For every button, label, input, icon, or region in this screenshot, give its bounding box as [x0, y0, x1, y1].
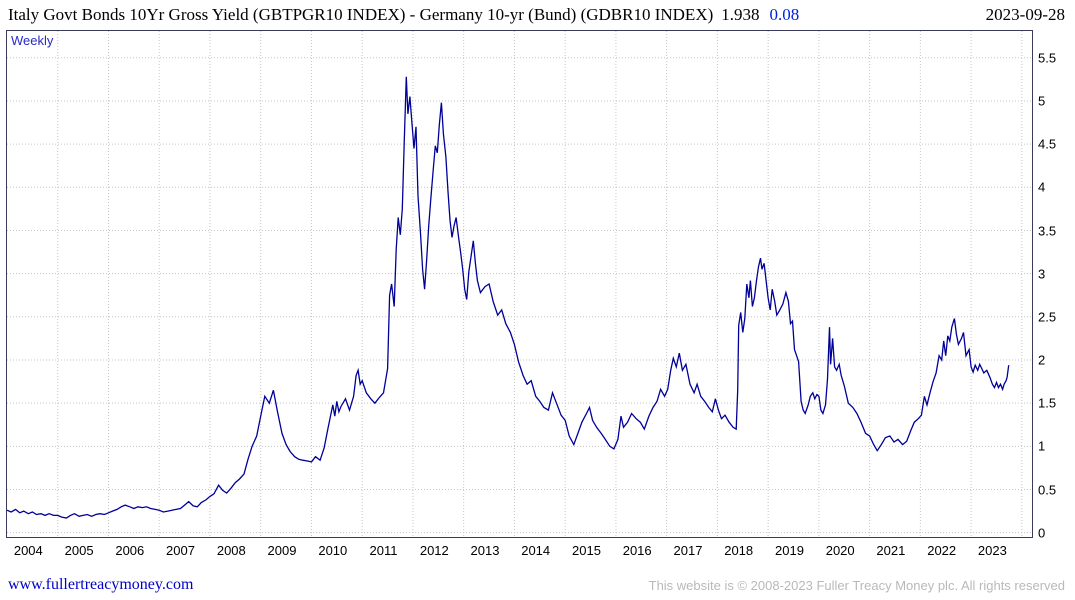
x-axis-label: 2016 — [622, 543, 652, 558]
spread-series-line — [7, 76, 1010, 519]
x-axis-label: 2013 — [470, 543, 500, 558]
x-axis-label: 2023 — [977, 543, 1007, 558]
x-axis-label: 2017 — [673, 543, 703, 558]
y-axis-label: 5 — [1038, 93, 1046, 109]
chart-header: Italy Govt Bonds 10Yr Gross Yield (GBTPG… — [0, 0, 1075, 30]
chart-plot-area[interactable]: Weekly — [6, 30, 1033, 538]
x-axis-label: 2007 — [166, 543, 195, 558]
x-axis-label: 2009 — [267, 543, 297, 558]
y-axis-label: 2.5 — [1038, 309, 1057, 325]
y-axis-label: 0.5 — [1038, 482, 1057, 497]
y-axis-label: 4 — [1038, 179, 1046, 195]
x-axis-label: 2018 — [724, 543, 754, 558]
price-line-chart[interactable] — [7, 31, 1032, 537]
x-axis-label: 2014 — [521, 543, 551, 558]
quote-date: 2023-09-28 — [985, 5, 1065, 24]
site-link[interactable]: www.fullertreacymoney.com — [8, 576, 194, 593]
y-axis: 0 0.5 1 1.5 2 2.5 3 3.5 4 4.5 5 5.5 — [1038, 31, 1074, 541]
x-axis-label: 2006 — [115, 543, 145, 558]
x-axis-label: 2010 — [318, 543, 348, 558]
x-axis-label: 2005 — [64, 543, 94, 558]
x-axis-label: 2019 — [775, 543, 804, 558]
y-axis-label: 3 — [1038, 266, 1046, 282]
y-axis-label: 1 — [1038, 438, 1046, 454]
copyright-text: This website is © 2008-2023 Fuller Treac… — [648, 578, 1065, 593]
x-axis-label: 2004 — [13, 543, 43, 558]
y-axis-label: 0 — [1038, 525, 1046, 541]
y-axis-label: 1.5 — [1038, 395, 1057, 411]
footer: www.fullertreacymoney.com This website i… — [0, 572, 1075, 600]
chart-title: Italy Govt Bonds 10Yr Gross Yield (GBTPG… — [8, 5, 714, 24]
x-axis-label: 2021 — [876, 543, 906, 558]
x-axis: 2004 2005 2006 2007 2008 2009 2010 2011 2012 2013… — [7, 541, 1032, 559]
x-axis-label: 2008 — [216, 543, 246, 558]
x-axis-label: 2011 — [369, 543, 398, 558]
x-axis-label: 2015 — [572, 543, 601, 558]
y-axis-label: 5.5 — [1038, 50, 1057, 66]
y-axis-label: 4.5 — [1038, 136, 1057, 152]
x-axis-label: 2012 — [419, 543, 449, 558]
price-change: 0.08 — [769, 5, 800, 24]
x-axis-label: 2022 — [927, 543, 957, 558]
last-price: 1.938 — [721, 5, 760, 24]
x-axis-label: 2020 — [825, 543, 855, 558]
frequency-label: Weekly — [11, 33, 54, 48]
y-axis-label: 2 — [1038, 352, 1046, 368]
y-axis-label: 3.5 — [1038, 223, 1057, 238]
